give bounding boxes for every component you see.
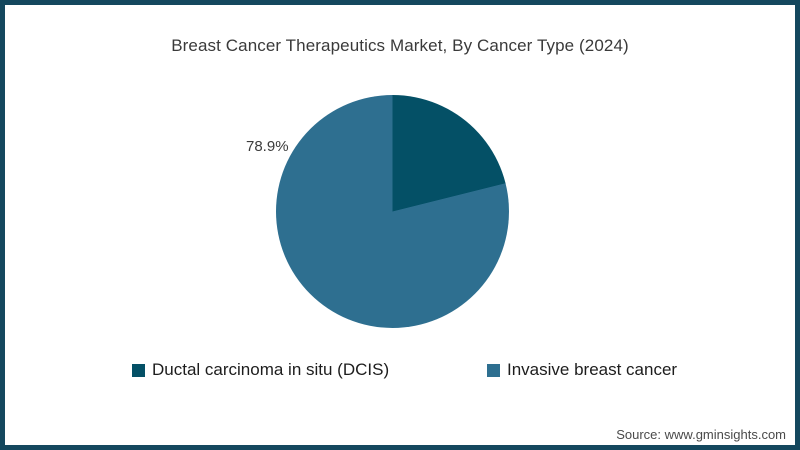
legend-swatch-dcis-icon [132,363,145,377]
legend-label-invasive: Invasive breast cancer [507,360,678,379]
source-text: Source: www.gminsights.com [616,427,786,442]
legend-item-invasive: Invasive breast cancer [487,360,677,380]
pie-chart [276,95,509,328]
legend-label-dcis: Ductal carcinoma in situ (DCIS) [152,360,390,379]
legend-swatch-invasive-icon [487,363,500,377]
chart-title: Breast Cancer Therapeutics Market, By Ca… [171,36,629,55]
legend-item-dcis: Ductal carcinoma in situ (DCIS) [132,360,389,380]
slice-percentage-label: 78.9% [246,138,289,155]
